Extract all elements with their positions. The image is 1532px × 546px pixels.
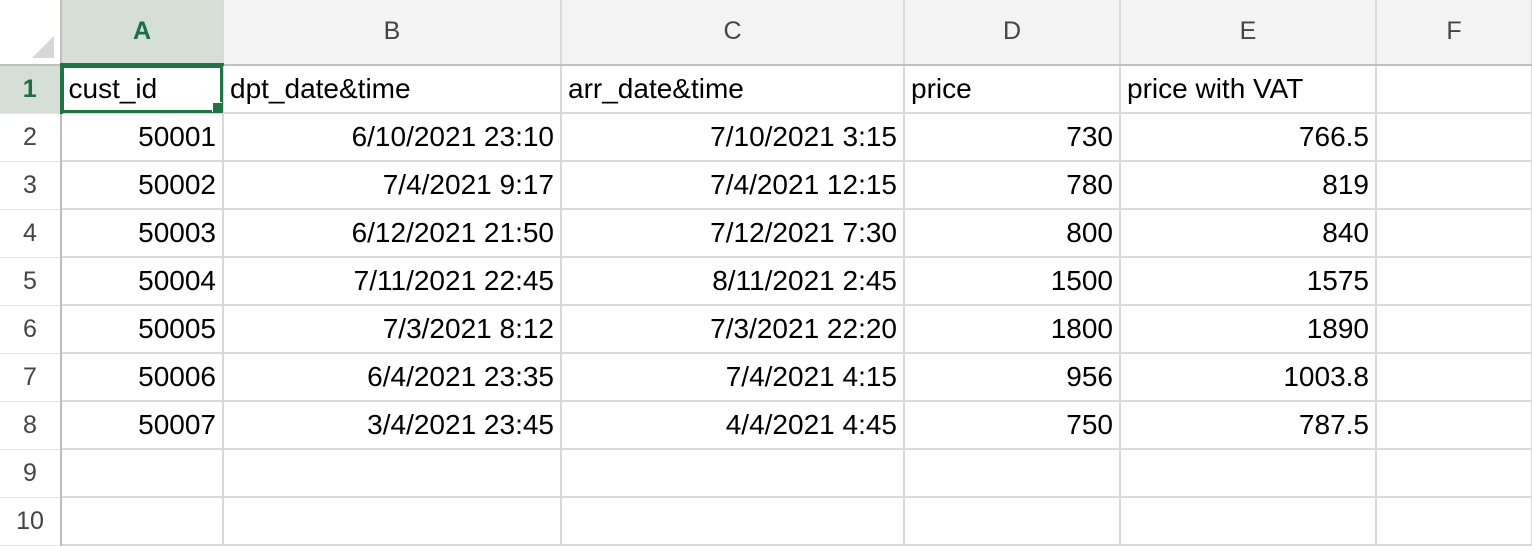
table-row: 7 50006 6/4/2021 23:35 7/4/2021 4:15 956… bbox=[0, 353, 1532, 402]
cell-d4[interactable]: 800 bbox=[904, 209, 1121, 258]
cell-c6[interactable]: 7/3/2021 22:20 bbox=[561, 305, 905, 354]
cell-b3[interactable]: 7/4/2021 9:17 bbox=[223, 161, 562, 210]
table-row: 3 50002 7/4/2021 9:17 7/4/2021 12:15 780… bbox=[0, 161, 1532, 210]
row-header-1[interactable]: 1 bbox=[0, 64, 63, 114]
cell-a4[interactable]: 50003 bbox=[61, 209, 224, 258]
cell-b5[interactable]: 7/11/2021 22:45 bbox=[223, 257, 562, 306]
cell-b10[interactable] bbox=[223, 497, 562, 546]
cell-d6[interactable]: 1800 bbox=[904, 305, 1121, 354]
cell-f10[interactable] bbox=[1376, 497, 1532, 546]
cell-value: cust_id bbox=[68, 73, 158, 104]
cell-a6[interactable]: 50005 bbox=[61, 305, 224, 354]
cell-c10[interactable] bbox=[561, 497, 905, 546]
table-row: 9 bbox=[0, 449, 1532, 498]
cell-d1[interactable]: price bbox=[904, 64, 1121, 114]
row-header-2[interactable]: 2 bbox=[0, 113, 62, 162]
table-row: 10 bbox=[0, 497, 1532, 546]
cell-c5[interactable]: 8/11/2021 2:45 bbox=[561, 257, 905, 306]
cell-b6[interactable]: 7/3/2021 8:12 bbox=[223, 305, 562, 354]
table-row: 2 50001 6/10/2021 23:10 7/10/2021 3:15 7… bbox=[0, 113, 1532, 162]
cell-b2[interactable]: 6/10/2021 23:10 bbox=[223, 113, 562, 162]
row-header-8[interactable]: 8 bbox=[0, 401, 62, 450]
cell-e1[interactable]: price with VAT bbox=[1120, 64, 1377, 114]
cell-a1[interactable]: cust_id bbox=[61, 64, 224, 114]
cell-f7[interactable] bbox=[1376, 353, 1532, 402]
cell-b4[interactable]: 6/12/2021 21:50 bbox=[223, 209, 562, 258]
column-header-a[interactable]: A bbox=[61, 0, 224, 66]
table-row: 6 50005 7/3/2021 8:12 7/3/2021 22:20 180… bbox=[0, 305, 1532, 354]
cell-e7[interactable]: 1003.8 bbox=[1120, 353, 1377, 402]
cell-e9[interactable] bbox=[1120, 449, 1377, 498]
column-header-c[interactable]: C bbox=[561, 0, 905, 66]
row-header-9[interactable]: 9 bbox=[0, 449, 62, 498]
cell-d3[interactable]: 780 bbox=[904, 161, 1121, 210]
row-header-5[interactable]: 5 bbox=[0, 257, 62, 306]
cell-d5[interactable]: 1500 bbox=[904, 257, 1121, 306]
row-header-4[interactable]: 4 bbox=[0, 209, 62, 258]
cell-b7[interactable]: 6/4/2021 23:35 bbox=[223, 353, 562, 402]
cell-e4[interactable]: 840 bbox=[1120, 209, 1377, 258]
cell-d10[interactable] bbox=[904, 497, 1121, 546]
cell-a2[interactable]: 50001 bbox=[61, 113, 224, 162]
cell-b8[interactable]: 3/4/2021 23:45 bbox=[223, 401, 562, 450]
cell-a5[interactable]: 50004 bbox=[61, 257, 224, 306]
row-header-3[interactable]: 3 bbox=[0, 161, 62, 210]
cell-d7[interactable]: 956 bbox=[904, 353, 1121, 402]
cell-d8[interactable]: 750 bbox=[904, 401, 1121, 450]
cell-e5[interactable]: 1575 bbox=[1120, 257, 1377, 306]
cell-d2[interactable]: 730 bbox=[904, 113, 1121, 162]
cell-c8[interactable]: 4/4/2021 4:45 bbox=[561, 401, 905, 450]
cell-d9[interactable] bbox=[904, 449, 1121, 498]
cell-c2[interactable]: 7/10/2021 3:15 bbox=[561, 113, 905, 162]
row-header-7[interactable]: 7 bbox=[0, 353, 62, 402]
cell-c1[interactable]: arr_date&time bbox=[561, 64, 905, 114]
column-header-f[interactable]: F bbox=[1376, 0, 1532, 66]
column-header-b[interactable]: B bbox=[223, 0, 562, 66]
fill-handle[interactable] bbox=[212, 102, 221, 112]
cell-b9[interactable] bbox=[223, 449, 562, 498]
cell-e6[interactable]: 1890 bbox=[1120, 305, 1377, 354]
cell-b1[interactable]: dpt_date&time bbox=[223, 64, 562, 114]
cell-e2[interactable]: 766.5 bbox=[1120, 113, 1377, 162]
cell-e10[interactable] bbox=[1120, 497, 1377, 546]
cell-a10[interactable] bbox=[61, 497, 224, 546]
cell-e3[interactable]: 819 bbox=[1120, 161, 1377, 210]
cell-a7[interactable]: 50006 bbox=[61, 353, 224, 402]
cell-c4[interactable]: 7/12/2021 7:30 bbox=[561, 209, 905, 258]
cell-f2[interactable] bbox=[1376, 113, 1532, 162]
table-row: 8 50007 3/4/2021 23:45 4/4/2021 4:45 750… bbox=[0, 401, 1532, 450]
cell-f9[interactable] bbox=[1376, 449, 1532, 498]
row-header-10[interactable]: 10 bbox=[0, 497, 62, 546]
table-row: 5 50004 7/11/2021 22:45 8/11/2021 2:45 1… bbox=[0, 257, 1532, 306]
cell-a8[interactable]: 50007 bbox=[61, 401, 224, 450]
table-row: 1 cust_id dpt_date&time arr_date&time pr… bbox=[0, 64, 1532, 114]
select-all-triangle-icon bbox=[32, 35, 54, 58]
cell-f5[interactable] bbox=[1376, 257, 1532, 306]
column-header-d[interactable]: D bbox=[904, 0, 1121, 66]
cell-f8[interactable] bbox=[1376, 401, 1532, 450]
cell-f4[interactable] bbox=[1376, 209, 1532, 258]
table-row: 4 50003 6/12/2021 21:50 7/12/2021 7:30 8… bbox=[0, 209, 1532, 258]
select-all-button[interactable] bbox=[0, 0, 62, 66]
column-header-row: A B C D E F bbox=[0, 0, 1532, 66]
cell-c9[interactable] bbox=[561, 449, 905, 498]
column-header-e[interactable]: E bbox=[1120, 0, 1377, 66]
row-header-6[interactable]: 6 bbox=[0, 305, 62, 354]
cell-f1[interactable] bbox=[1376, 64, 1532, 114]
cell-a3[interactable]: 50002 bbox=[61, 161, 224, 210]
cell-a9[interactable] bbox=[61, 449, 224, 498]
cell-c7[interactable]: 7/4/2021 4:15 bbox=[561, 353, 905, 402]
cell-e8[interactable]: 787.5 bbox=[1120, 401, 1377, 450]
cell-c3[interactable]: 7/4/2021 12:15 bbox=[561, 161, 905, 210]
cell-f3[interactable] bbox=[1376, 161, 1532, 210]
cell-f6[interactable] bbox=[1376, 305, 1532, 354]
